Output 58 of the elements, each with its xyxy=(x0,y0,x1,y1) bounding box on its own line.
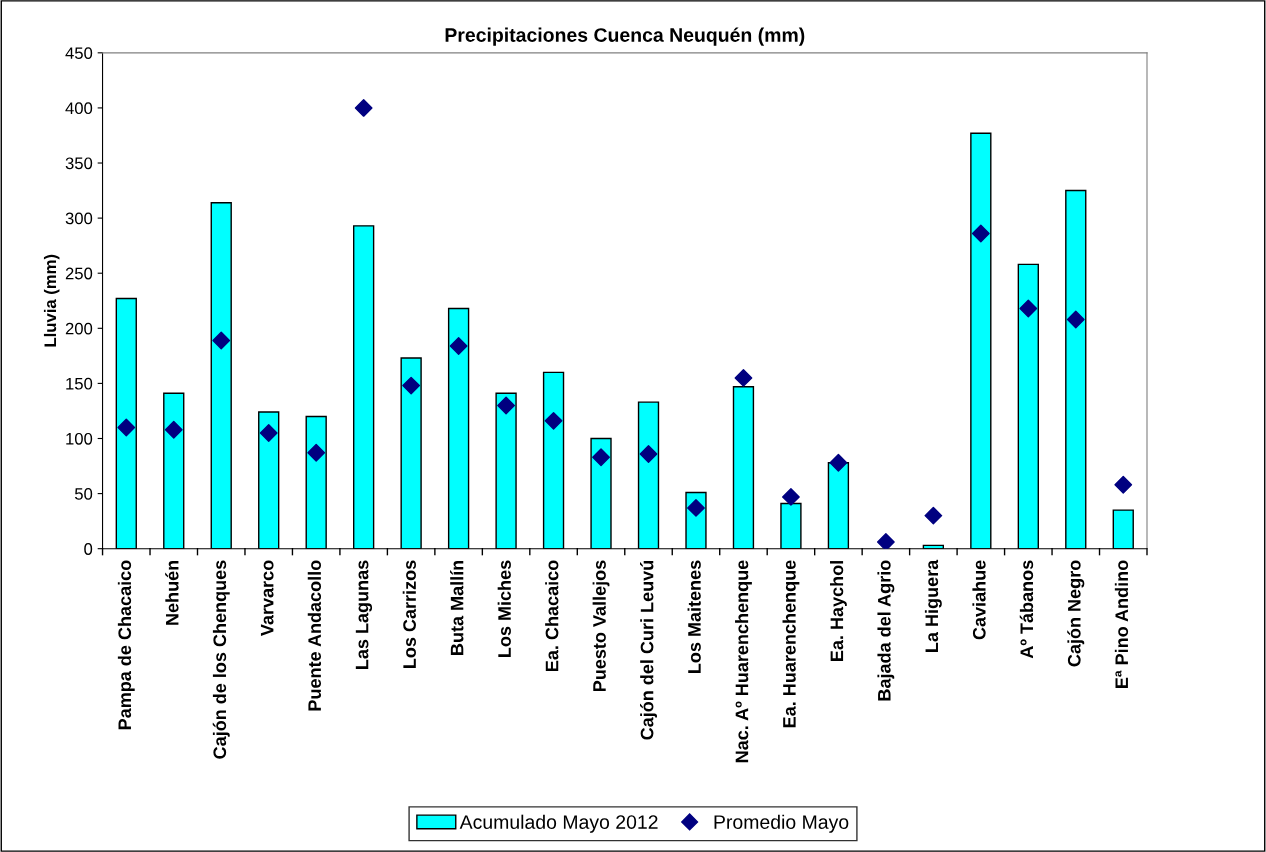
x-tick-label: Ea. Haychol xyxy=(829,561,847,661)
y-tick-label: 350 xyxy=(65,157,93,170)
x-tick-label: Ea. Chacaico xyxy=(545,560,559,671)
point xyxy=(1114,475,1133,494)
x-tick-label: Eª Pino Andino xyxy=(1114,560,1129,688)
point xyxy=(639,445,658,463)
point xyxy=(354,99,373,117)
point xyxy=(971,224,990,243)
y-tick-label: 400 xyxy=(65,102,93,115)
point xyxy=(592,448,610,467)
x-tick-label: La Higuera xyxy=(924,559,942,652)
point xyxy=(449,337,468,355)
x-tick-label: Cajón Negro xyxy=(1067,560,1085,667)
legend-label: Promedio Mayo xyxy=(714,814,849,833)
y-tick-label: 100 xyxy=(66,432,93,445)
point xyxy=(164,420,183,439)
x-tick-label: Las Lagunas xyxy=(355,560,373,669)
x-tick-label: Los Carrizos xyxy=(402,560,416,668)
point xyxy=(829,453,848,472)
y-tick-label: 0 xyxy=(84,543,93,555)
x-tick-label: Pampa de Chacaico xyxy=(117,560,135,730)
x-tick-label: Ea. Huarenchenque xyxy=(782,560,800,728)
y-axis-title: Lluvia (mm) xyxy=(43,254,60,347)
x-tick-label: Varvarco xyxy=(260,560,274,636)
point xyxy=(876,533,895,549)
point xyxy=(1019,299,1038,318)
y-tick-label: 50 xyxy=(74,487,93,500)
x-tick-label: Puente Andacollo xyxy=(307,560,322,711)
y-tick-label: 450 xyxy=(65,47,93,60)
point xyxy=(687,499,705,517)
point xyxy=(924,506,943,525)
y-tick-label: 200 xyxy=(65,322,93,335)
legend-label: Acumulado Mayo 2012 xyxy=(459,814,658,833)
x-tick-label: Nac. Aº Huarenchenque xyxy=(735,560,752,763)
y-tick-label: 150 xyxy=(66,377,93,390)
x-tick-label: Nehuén xyxy=(165,560,179,625)
x-tick-label: Los Miches xyxy=(497,560,511,657)
point xyxy=(734,368,753,387)
y-tick-label: 300 xyxy=(65,212,93,225)
x-tick-label: Bajada del Agrio xyxy=(877,560,895,701)
point xyxy=(1066,310,1085,329)
point xyxy=(782,487,800,506)
chart-title: Precipitaciones Cuenca Neuquén (mm) xyxy=(445,27,805,46)
point xyxy=(307,443,326,462)
y-tick-label: 250 xyxy=(65,267,93,280)
point xyxy=(212,331,231,350)
x-tick-label: Cajón de los Chenques xyxy=(212,560,230,759)
x-tick-label: Cajón del Curi Leuvú xyxy=(640,560,657,740)
x-tick-label: Puesto Vallejos xyxy=(592,560,610,692)
x-tick-label: Caviahue xyxy=(972,560,986,640)
point xyxy=(497,396,515,415)
x-tick-label: Aº Tábanos xyxy=(1019,560,1034,659)
x-tick-label: Los Maitenes xyxy=(687,560,701,673)
point xyxy=(544,411,563,430)
point xyxy=(117,418,136,437)
point xyxy=(259,424,278,442)
x-tick-label: Buta Mallín xyxy=(450,560,464,655)
point xyxy=(402,376,421,395)
